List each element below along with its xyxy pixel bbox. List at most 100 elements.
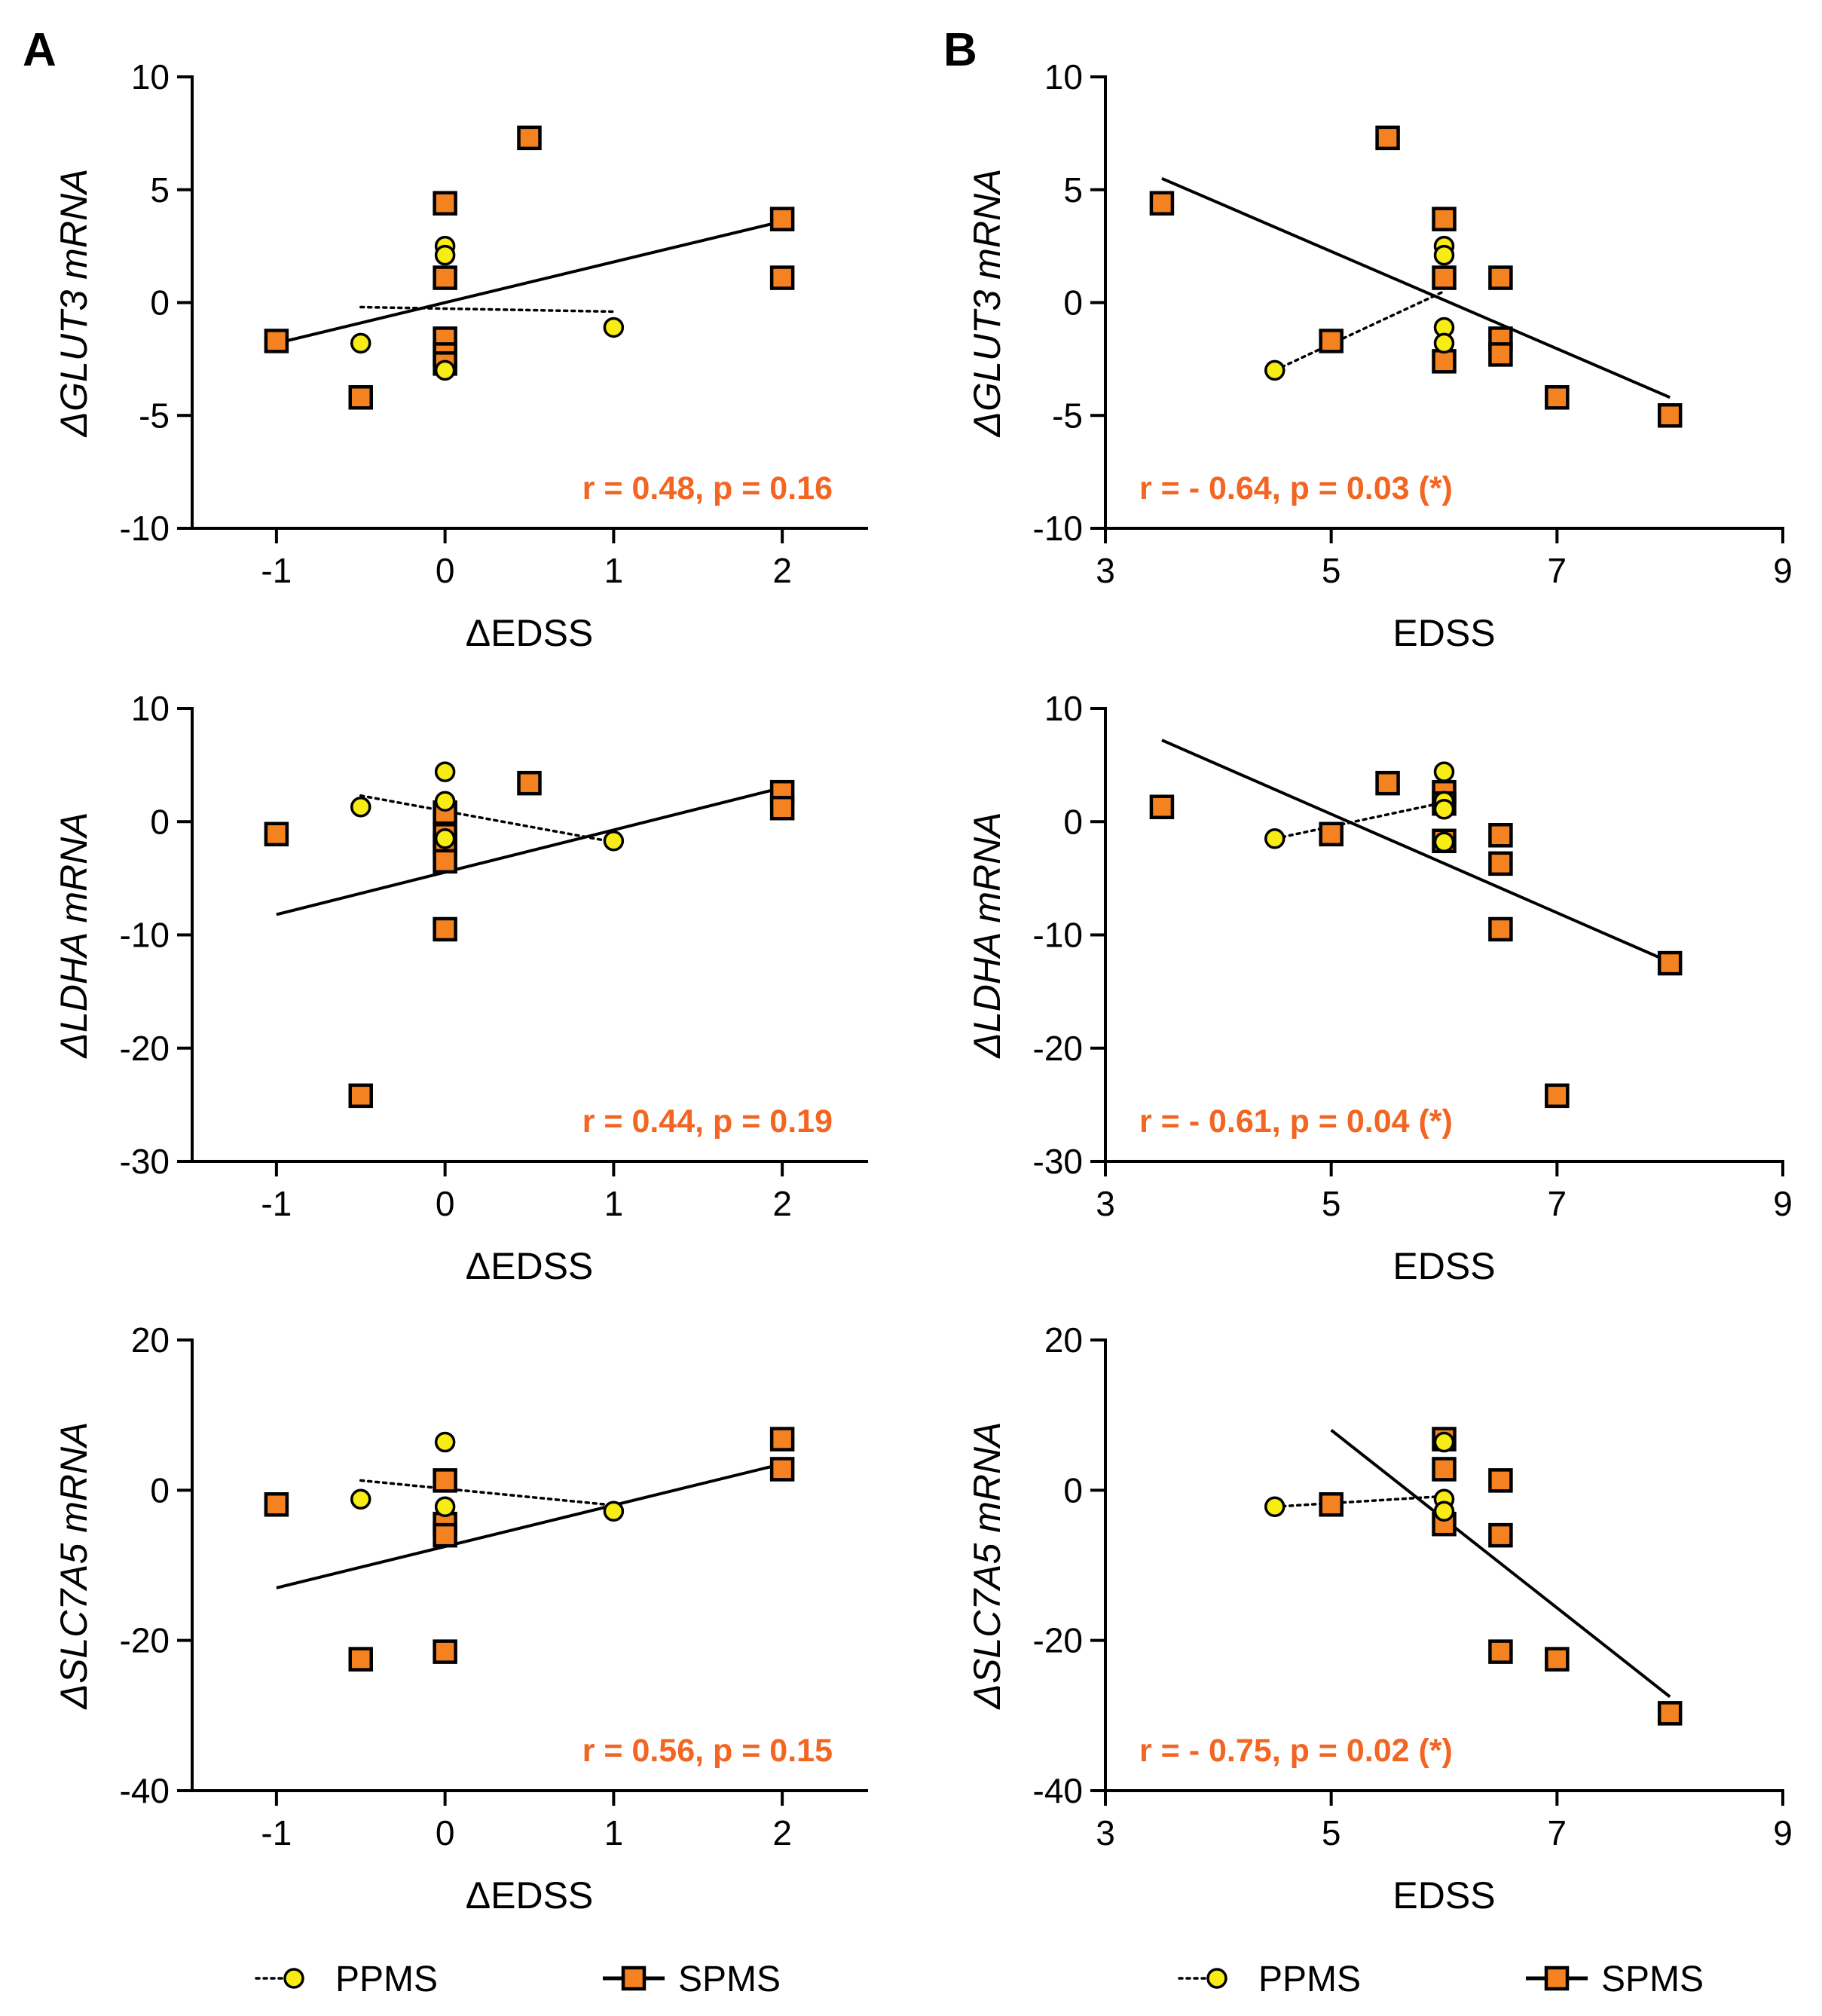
- x-tick-label: -1: [261, 551, 292, 590]
- spms-data-point: [433, 849, 457, 874]
- legend-b: PPMS SPMS: [1178, 1959, 1704, 1999]
- x-tick-label: 2: [772, 1813, 792, 1852]
- x-tick-label: 7: [1548, 551, 1567, 590]
- x-tick-label: -1: [261, 1813, 292, 1852]
- spms-legend-label: SPMS: [678, 1959, 781, 1999]
- x-axis-title: ΔEDSS: [466, 1245, 594, 1287]
- y-tick-label: 10: [1044, 57, 1083, 96]
- y-tick-label: 10: [1044, 689, 1083, 728]
- ppms-data-point: [434, 359, 456, 381]
- spms-data-point: [264, 329, 289, 353]
- y-tick-label: -20: [1033, 1029, 1083, 1068]
- y-tick-label: 5: [150, 170, 170, 210]
- y-tick-label: 20: [1044, 1320, 1083, 1360]
- x-tick-label: 0: [436, 551, 455, 590]
- ppms-data-point: [1264, 1496, 1285, 1518]
- spms-data-point: [1657, 950, 1683, 976]
- y-tick-label: -20: [120, 1029, 170, 1068]
- ppms-fit-line: [1273, 800, 1446, 840]
- ppms-legend-label: PPMS: [335, 1959, 438, 1999]
- legend-a: PPMS SPMS: [255, 1959, 781, 1999]
- ppms-data-point: [1433, 761, 1455, 782]
- spms-data-point: [348, 1647, 373, 1672]
- spms-fit-line: [1161, 739, 1671, 964]
- chart-b-3: 20 0 -20 -40 3 5 7 9 EDSS ΔSLC7A5 mRNA r = - 0.75,…: [966, 1320, 1793, 1917]
- ppms-fit-line: [359, 794, 616, 844]
- spms-data-point: [1375, 770, 1400, 796]
- spms-data-point: [1545, 1083, 1570, 1109]
- y-tick-label: -10: [1033, 916, 1083, 955]
- y-tick-label: 10: [131, 57, 170, 96]
- x-tick-label: 3: [1096, 1813, 1115, 1852]
- spms-fit-line: [276, 219, 783, 345]
- x-tick-label: 1: [604, 1813, 624, 1852]
- ppms-data-point: [434, 1496, 456, 1518]
- y-axis-title: ΔGLUT3 mRNA: [53, 169, 95, 438]
- ppms-data-point: [350, 796, 371, 818]
- correlation-annotation: r = 0.48, p = 0.16: [582, 470, 833, 506]
- x-axis-title: ΔEDSS: [466, 1874, 594, 1917]
- y-tick-label: 0: [150, 1470, 170, 1510]
- ppms-fit-line: [359, 1479, 616, 1507]
- spms-data-point: [264, 821, 289, 847]
- spms-data-point: [1432, 206, 1457, 231]
- ppms-data-point: [434, 828, 456, 849]
- spms-data-point: [1488, 823, 1513, 848]
- ppms-data-point: [603, 831, 625, 852]
- spms-data-point: [1319, 329, 1344, 353]
- spms-data-point: [517, 125, 542, 151]
- ppms-data-point: [1433, 831, 1455, 853]
- x-tick-label: 9: [1773, 1813, 1793, 1852]
- spms-legend-label: SPMS: [1601, 1959, 1704, 1999]
- y-tick-label: 5: [1063, 170, 1083, 210]
- ppms-data-point: [434, 1431, 456, 1453]
- y-tick-label: -5: [1052, 396, 1083, 435]
- spms-data-point: [1375, 125, 1400, 151]
- spms-data-point: [1432, 1457, 1457, 1482]
- spms-data-point: [1488, 1468, 1513, 1493]
- ppms-data-point: [434, 244, 456, 266]
- y-tick-label: -10: [120, 916, 170, 955]
- y-tick-label: 0: [150, 283, 170, 323]
- x-tick-label: 9: [1773, 1184, 1793, 1223]
- x-axis-title: EDSS: [1392, 1245, 1495, 1287]
- ppms-data-point: [1264, 828, 1285, 849]
- y-tick-label: -30: [120, 1142, 170, 1181]
- spms-legend-marker: [621, 1966, 647, 1991]
- ppms-legend-marker: [283, 1968, 304, 1989]
- ppms-legend-label: PPMS: [1258, 1959, 1361, 1999]
- spms-data-point: [1149, 794, 1175, 819]
- spms-data-point: [1488, 342, 1513, 367]
- spms-data-point: [433, 1639, 457, 1664]
- x-axis-title: ΔEDSS: [466, 612, 594, 654]
- spms-data-point: [1545, 1647, 1570, 1672]
- spms-fit-line: [276, 786, 783, 916]
- y-tick-label: -40: [1033, 1771, 1083, 1810]
- spms-data-point: [348, 1083, 373, 1109]
- y-tick-label: -20: [120, 1621, 170, 1660]
- ppms-data-point: [350, 332, 371, 354]
- y-tick-label: -10: [1033, 509, 1083, 548]
- x-tick-label: 9: [1773, 551, 1793, 590]
- spms-data-point: [433, 1468, 457, 1493]
- x-tick-label: 3: [1096, 1184, 1115, 1223]
- spms-data-point: [769, 1427, 795, 1452]
- spms-data-point: [1149, 191, 1175, 216]
- spms-data-point: [1319, 1492, 1344, 1517]
- x-tick-label: 2: [772, 1184, 792, 1223]
- ppms-data-point: [1433, 1431, 1455, 1453]
- y-axis-title: ΔLDHA mRNA: [966, 812, 1008, 1058]
- ppms-data-point: [603, 317, 625, 338]
- chart-a-3: 20 0 -20 -40 -1 0 1 2 ΔEDSS ΔSLC7A5 mRNA r = 0.56,…: [53, 1320, 868, 1917]
- y-tick-label: -10: [120, 509, 170, 548]
- spms-data-point: [264, 1492, 289, 1517]
- x-tick-label: 5: [1322, 1184, 1341, 1223]
- spms-fit-line: [1161, 176, 1671, 399]
- spms-data-point: [1319, 821, 1344, 847]
- ppms-fit-line: [359, 305, 616, 314]
- y-tick-label: 0: [1063, 283, 1083, 323]
- x-axis-title: EDSS: [1392, 612, 1495, 654]
- ppms-fit-line: [1273, 1494, 1446, 1509]
